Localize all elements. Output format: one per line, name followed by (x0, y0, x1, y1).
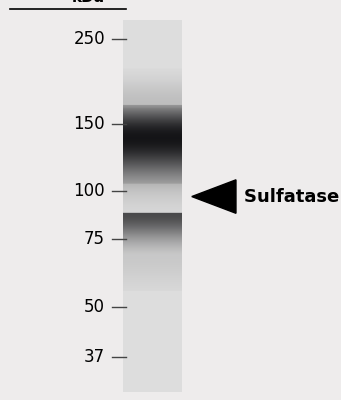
Text: kDa: kDa (72, 0, 105, 5)
Text: 250: 250 (73, 30, 105, 48)
Bar (123, 20, 182, 392)
Text: 37: 37 (84, 348, 105, 366)
Text: 150: 150 (73, 115, 105, 133)
Text: 75: 75 (84, 230, 105, 248)
Text: 50: 50 (84, 298, 105, 316)
Text: Sulfatase 2: Sulfatase 2 (244, 188, 341, 206)
Polygon shape (192, 180, 236, 213)
Text: 100: 100 (73, 182, 105, 200)
